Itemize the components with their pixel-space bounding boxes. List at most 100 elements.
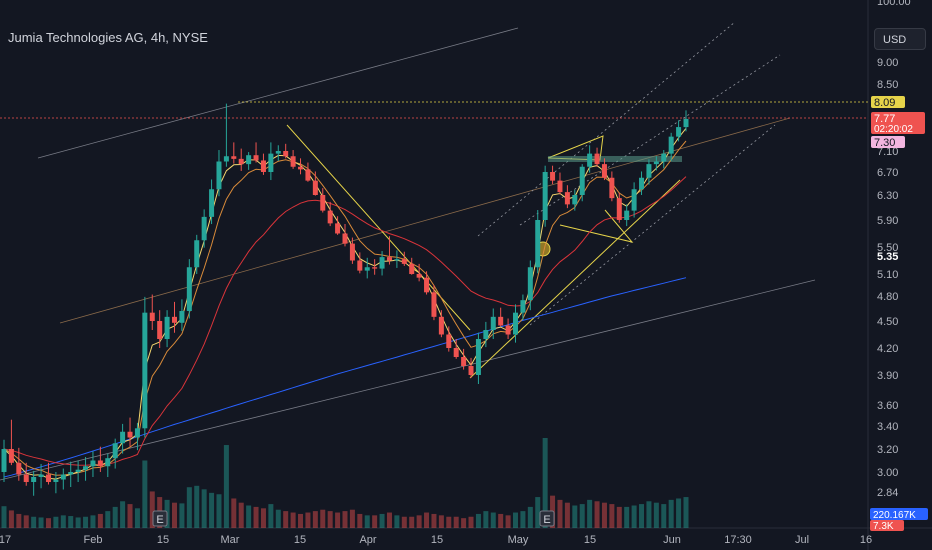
candle-body — [475, 339, 481, 375]
candle-body — [16, 462, 22, 475]
volume-badge — [870, 508, 928, 520]
volume-bar — [653, 502, 659, 528]
candle-body — [68, 472, 74, 475]
candle-body — [587, 153, 593, 167]
candle-body — [639, 177, 645, 190]
volume-bar — [209, 492, 215, 528]
candle-body — [312, 180, 318, 195]
volume-bar — [557, 499, 563, 528]
price-tick-label: 4.20 — [877, 343, 898, 355]
candle-body — [416, 274, 422, 278]
price-tick-label: 3.20 — [877, 444, 898, 456]
volume-bar — [416, 515, 422, 528]
candle-body — [668, 136, 674, 154]
price-tick-label: 3.40 — [877, 421, 898, 433]
candle-body — [120, 431, 126, 444]
last-price-badge — [871, 112, 925, 134]
bull-flag-bottom — [559, 209, 634, 243]
candle-body — [327, 210, 333, 224]
high-price-badge-text: 8.09 — [874, 97, 895, 109]
candle-body — [513, 312, 518, 335]
volume-bar — [379, 513, 385, 528]
candle-body — [97, 460, 103, 467]
volume-bar — [446, 516, 452, 528]
candle-body — [231, 156, 237, 159]
price-axis[interactable]: 100.00 9.00 8.50 7.10 6.70 6.30 5.90 5.50 5.10 4.… — [877, 0, 911, 499]
candle-body — [349, 243, 355, 261]
volume-bar — [238, 502, 244, 528]
candle-body — [357, 260, 363, 271]
volume-bar — [194, 485, 200, 528]
candle-body — [127, 431, 133, 438]
resistance-zone — [548, 156, 682, 162]
volume-bar — [275, 509, 281, 528]
candle-body — [646, 164, 652, 178]
candle-body — [223, 156, 229, 162]
volume-bar — [616, 506, 622, 528]
price-tick-label: 6.70 — [877, 167, 898, 179]
volume-bar — [335, 512, 341, 528]
volume-bar — [394, 515, 400, 528]
volume-bar — [579, 504, 585, 528]
volume-bar — [246, 505, 252, 528]
volume-bar — [601, 502, 607, 528]
candle-body — [105, 458, 111, 467]
candle-body — [572, 195, 578, 205]
candles-layer — [1, 103, 689, 496]
earnings-label: E — [156, 514, 163, 526]
drawing-layer — [0, 21, 868, 481]
volume-bar — [372, 515, 378, 528]
volume-bar — [97, 513, 103, 528]
price-tick-label: 8.50 — [877, 79, 898, 91]
volume-bar — [461, 518, 467, 528]
candle-body — [290, 156, 296, 167]
candle-body — [594, 153, 600, 165]
candle-body — [335, 223, 341, 234]
high-price-badge — [871, 96, 905, 108]
candle-body — [38, 474, 44, 477]
volume-bar — [483, 511, 489, 528]
volume-bar — [624, 506, 630, 528]
candle-body — [298, 166, 304, 170]
time-axis[interactable]: 17 Feb 15 Mar 15 Apr 15 May 15 Jun 17:30 Jul 16 — [0, 534, 872, 546]
candle-body — [609, 177, 615, 199]
earnings-marker — [152, 510, 168, 527]
currency-button[interactable]: USD — [874, 28, 926, 50]
volume-bar — [542, 438, 548, 528]
candle-body — [386, 257, 392, 261]
candle-body — [505, 325, 511, 335]
volume-bar — [386, 512, 392, 528]
time-tick-label: Jun — [663, 534, 681, 546]
time-tick-label: 15 — [157, 534, 169, 546]
candle-body — [364, 267, 370, 271]
candle-body — [209, 189, 215, 217]
candle-body — [461, 357, 467, 366]
candle-body — [564, 192, 570, 205]
candle-body — [75, 469, 81, 472]
volume-bar — [298, 513, 304, 528]
candle-body — [8, 449, 14, 463]
volume-bar — [23, 515, 29, 528]
candle-body — [275, 151, 281, 154]
candle-body — [527, 267, 533, 301]
time-tick-label: Apr — [359, 534, 376, 546]
volume-bar — [253, 506, 259, 528]
candle-body — [260, 160, 266, 172]
price-tick-label: 7.10 — [877, 146, 898, 158]
volume-bar — [68, 516, 74, 528]
price-tick-label: 5.50 — [877, 242, 898, 254]
price-tick-label: 4.50 — [877, 316, 898, 328]
volume-bar — [60, 515, 66, 528]
time-tick-label: Jul — [795, 534, 809, 546]
volume-bar — [490, 512, 496, 528]
candle-body — [142, 312, 148, 429]
candle-body — [624, 210, 630, 220]
candle-body — [631, 189, 637, 211]
volume-bar — [142, 460, 148, 528]
volume-bar — [572, 505, 578, 528]
volume-bar — [468, 516, 474, 528]
candle-body — [653, 161, 659, 165]
volume-bar — [216, 494, 222, 528]
